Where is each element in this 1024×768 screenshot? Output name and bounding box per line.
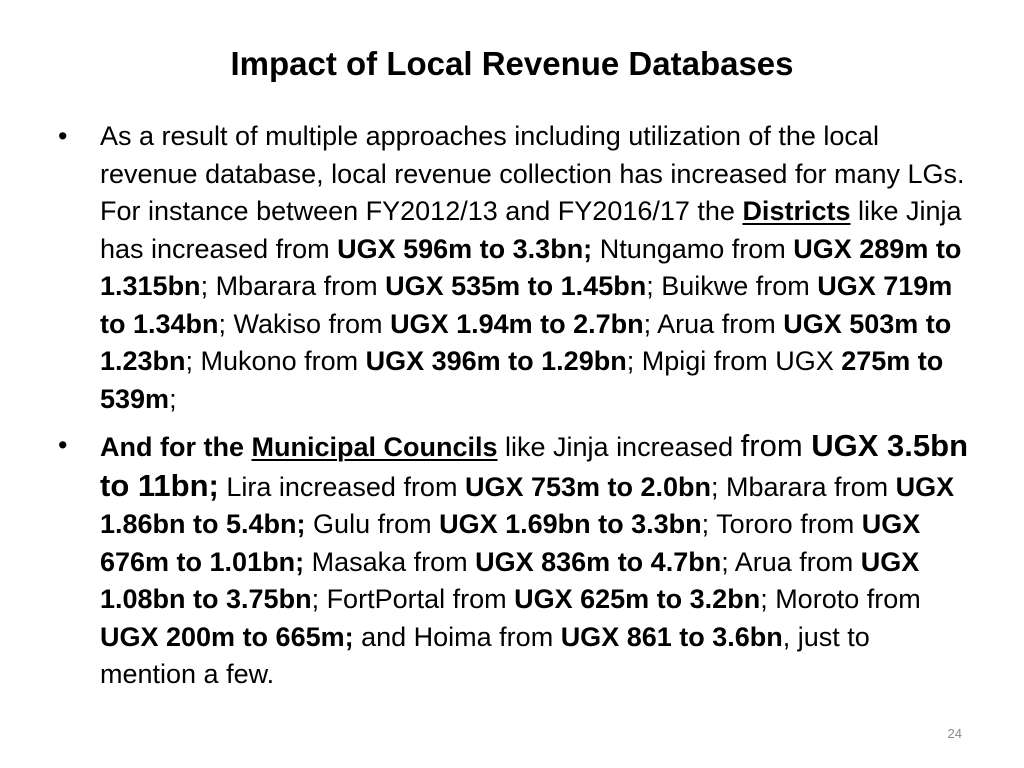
revenue-figure: UGX 836m to 4.7bn [475, 546, 722, 577]
text-run: ; Mpigi from UGX [626, 346, 842, 376]
revenue-figure: UGX 1.08bn to 3.75bn [100, 546, 920, 615]
text-run: Ntungamo from [592, 233, 794, 264]
text-run: from [740, 428, 812, 463]
bullet-text: As a result of multiple approaches inclu… [100, 118, 970, 418]
text-run: like Jinja increased [497, 432, 741, 462]
bullet-item-districts: • As a result of multiple approaches inc… [58, 118, 970, 418]
category-heading: Municipal Councils [251, 432, 498, 462]
revenue-figure: UGX 503m to 1.23bn [100, 308, 952, 377]
text-run: and Hoima from [353, 621, 561, 652]
bullet-marker: • [58, 121, 68, 151]
text-run: ; Mbarara from [711, 471, 896, 502]
text-run: ; Mbarara from [200, 271, 386, 301]
revenue-figure: UGX 1.69bn to 3.3bn [439, 509, 702, 539]
bullet-list: • As a result of multiple approaches inc… [58, 118, 970, 703]
revenue-figure: UGX 3.5bn to 11bn; [100, 428, 969, 503]
text-run: Gulu from [305, 509, 440, 539]
revenue-figure: UGX 1.86bn to 5.4bn; [100, 471, 955, 540]
text-run: , just to mention a few. [100, 621, 870, 690]
text-run: Lira increased from [218, 471, 465, 502]
revenue-figure: UGX 396m to 1.29bn [365, 346, 627, 376]
text-run: ; Buikwe from [646, 271, 818, 301]
text-run: ; Arua from [643, 308, 784, 339]
revenue-figure: UGX 625m to 3.2bn [514, 584, 761, 614]
page-number: 24 [947, 726, 962, 741]
text-run: like Jinja has increased from [100, 196, 962, 264]
revenue-figure: UGX 861 to 3.6bn [560, 621, 783, 652]
text-run: ; Mukono from [185, 346, 366, 376]
text-run: As a result of multiple approaches inclu… [100, 121, 965, 226]
revenue-figure: UGX 676m to 1.01bn; [100, 509, 921, 577]
revenue-figure: UGX 753m to 2.0bn [464, 471, 712, 502]
text-run: ; FortPortal from [311, 584, 515, 614]
text-run: ; Tororo from [701, 509, 862, 539]
revenue-figure: UGX 1.94m to 2.7bn [390, 308, 644, 339]
revenue-figure: UGX 596m to 3.3bn; [337, 233, 593, 264]
category-heading: Districts [742, 196, 851, 226]
revenue-figure: UGX 289m to 1.315bn [100, 233, 962, 302]
bullet-text: And for the Municipal Councils like Jinj… [100, 427, 970, 694]
revenue-figure: UGX 535m to 1.45bn [385, 271, 647, 301]
bullet-marker: • [58, 430, 68, 460]
slide-title: Impact of Local Revenue Databases [230, 45, 794, 82]
revenue-figure: UGX 719m to 1.34bn [100, 271, 953, 339]
text-run: ; Arua from [721, 546, 861, 577]
text-run: ; Wakiso from [218, 308, 391, 339]
revenue-figure: UGX 200m to 665m; [100, 621, 354, 652]
text-run: ; Moroto from [760, 584, 921, 614]
text-run: ; [169, 383, 177, 414]
bullet-item-municipal-councils: • And for the Municipal Councils like Ji… [58, 427, 970, 694]
text-run: Masaka from [304, 546, 476, 577]
revenue-figure: 275m to 539m [100, 346, 944, 414]
emphasis-text: And for the [100, 432, 252, 462]
